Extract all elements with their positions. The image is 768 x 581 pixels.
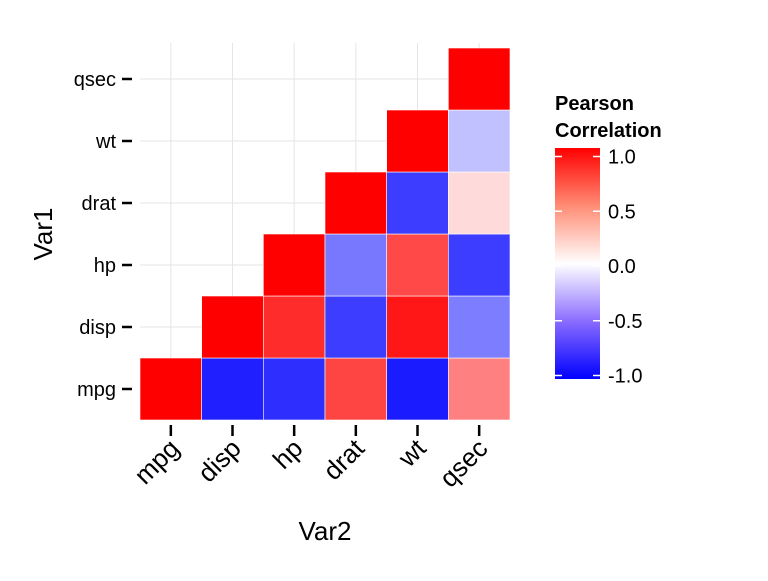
heatmap-cell [448,295,511,359]
heatmap-cell [324,171,387,235]
heatmap-cell [324,295,387,359]
x-tick-label: hp [267,433,309,475]
heatmap-cell [201,295,264,359]
legend: Pearson Correlation 1.0 0.5 0.0 -0.5 -1.0 [555,93,662,388]
heatmap-cell [139,357,202,421]
y-tick-label: drat [82,193,117,215]
heatmap-cell [448,109,511,173]
legend-title-line2: Correlation [555,120,662,142]
heatmap-cell [448,47,511,111]
heatmap-cell [324,357,387,421]
x-tick-label: mpg [128,433,185,490]
heatmap-cell [386,109,449,173]
heatmap-cell [201,357,264,421]
heatmap-cells [139,47,511,421]
x-tick-label: wt [391,432,432,473]
x-tick-label: disp [192,433,247,488]
heatmap-cell [386,233,449,297]
y-axis-title: Var1 [28,208,58,261]
y-tick-label: disp [79,317,116,339]
legend-tick-label: -1.0 [608,366,642,388]
x-axis-title: Var2 [299,516,352,546]
heatmap-cell [324,233,387,297]
x-tick-label: qsec [433,433,493,493]
x-tick-label: drat [317,432,370,485]
heatmap-cell [263,357,326,421]
x-axis: mpg disp hp drat wt qsec [128,425,493,493]
heatmap-cell [386,295,449,359]
y-axis: mpg disp hp drat wt qsec [74,69,132,401]
legend-tick-label: 0.0 [608,256,636,278]
heatmap-cell [263,233,326,297]
y-tick-label: mpg [77,379,116,401]
legend-tick-label: 0.5 [608,201,636,223]
legend-tick-label: -0.5 [608,311,642,333]
y-tick-label: hp [94,255,116,277]
heatmap-cell [386,357,449,421]
heatmap-cell [448,171,511,235]
y-tick-label: qsec [74,69,116,91]
y-tick-label: wt [95,131,116,153]
legend-colorbar [555,148,600,379]
heatmap-cell [448,233,511,297]
legend-tick-label: 1.0 [608,147,636,169]
legend-title-line1: Pearson [555,93,634,115]
heatmap-cell [386,171,449,235]
heatmap-cell [448,357,511,421]
heatmap-cell [263,295,326,359]
